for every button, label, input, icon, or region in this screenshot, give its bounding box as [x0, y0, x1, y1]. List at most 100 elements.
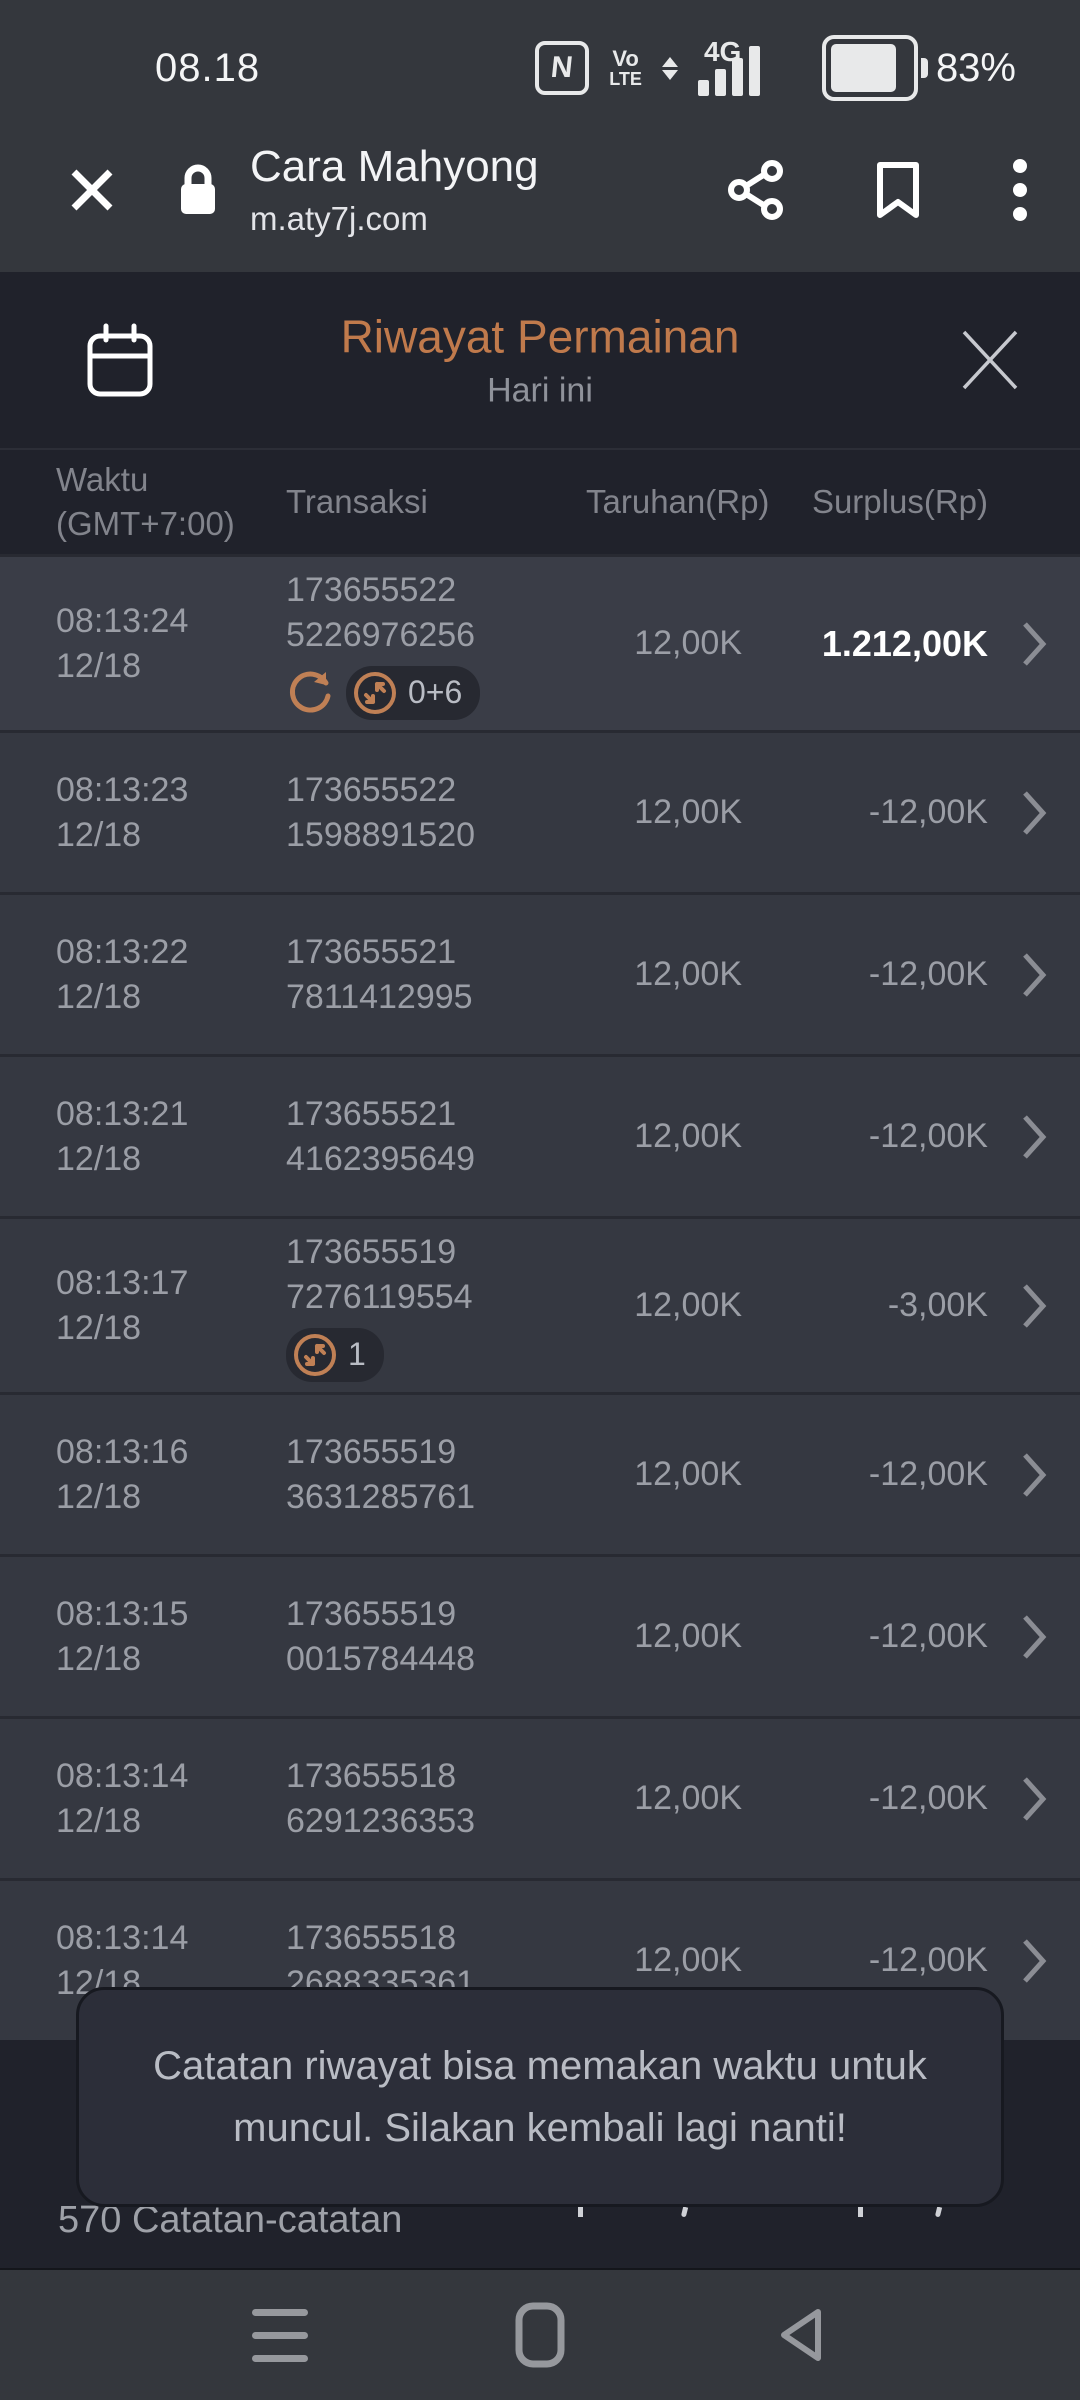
chevron-right-icon	[1023, 1776, 1047, 1821]
table-row[interactable]: 08:13:15 12/18 173655519 0015784448 12,00K…	[0, 1554, 1080, 1716]
free-games-badge: 0+6	[346, 665, 481, 720]
row-surplus: -12,00K	[868, 793, 988, 831]
secure-connection-button[interactable]	[176, 162, 220, 218]
modal-title: Riwayat Permainan	[340, 310, 740, 363]
signal-strength-icon: 4G	[697, 36, 802, 98]
column-header-surplus: Surplus(Rp)	[811, 483, 988, 520]
share-icon	[728, 160, 783, 220]
battery-percent: 83%	[935, 45, 1016, 90]
page-url: m.aty7j.com	[250, 200, 428, 237]
row-badges: 1	[286, 1327, 586, 1382]
row-detail-chevron[interactable]	[988, 1282, 1080, 1330]
recents-icon	[252, 2308, 308, 2362]
chevron-right-icon	[1023, 952, 1047, 997]
row-time: 08:13:15 12/18	[56, 1594, 189, 1678]
kebab-menu-icon	[1013, 159, 1027, 221]
row-detail-chevron[interactable]	[988, 789, 1080, 837]
row-detail-chevron[interactable]	[988, 1775, 1080, 1823]
chevron-right-icon	[1023, 1283, 1047, 1328]
data-activity-icon	[661, 56, 678, 80]
close-icon	[71, 169, 113, 211]
column-header-bet: Taruhan(Rp)	[586, 483, 770, 520]
clipped-text-fragment	[578, 2206, 583, 2217]
modal-subtitle: Hari ini	[487, 371, 593, 410]
clipped-text-fragment	[858, 2206, 863, 2217]
chevron-right-icon	[1023, 1938, 1047, 1983]
table-row[interactable]: 08:13:14 12/18 173655518 6291236353 12,00K…	[0, 1716, 1080, 1878]
chevron-right-icon	[1023, 1114, 1047, 1159]
row-surplus: 1.212,00K	[821, 622, 988, 664]
row-surplus: -12,00K	[868, 1617, 988, 1655]
history-modal-header: Riwayat Permainan Hari ini	[0, 272, 1080, 448]
row-time: 08:13:22 12/18	[56, 932, 189, 1016]
home-icon	[515, 2302, 565, 2368]
row-detail-chevron[interactable]	[988, 1613, 1080, 1661]
row-surplus: -12,00K	[868, 955, 988, 993]
table-row[interactable]: 08:13:24 12/18 173655522 5226976256 0+6 12…	[0, 554, 1080, 730]
table-row[interactable]: 08:13:22 12/18 173655521 7811412995 12,00K…	[0, 892, 1080, 1054]
recents-button[interactable]	[215, 2308, 345, 2362]
modal-close-button[interactable]	[958, 328, 1022, 392]
row-detail-chevron[interactable]	[988, 620, 1080, 668]
collect-icon	[294, 1333, 336, 1376]
lock-icon	[181, 164, 215, 214]
status-icons: N Vo LTE 4G 83%	[535, 35, 1016, 101]
column-header-transaction: Transaksi	[286, 483, 428, 520]
row-badges: 0+6	[286, 665, 586, 720]
modal-title-block: Riwayat Permainan Hari ini	[0, 310, 1080, 411]
toast-message: Catatan riwayat bisa memakan waktu untuk…	[76, 1987, 1004, 2207]
row-surplus: -12,00K	[868, 1779, 988, 1817]
clock: 08.18	[155, 45, 261, 90]
row-bet: 12,00K	[634, 1117, 742, 1155]
row-transaction: 173655519 3631285761	[286, 1432, 476, 1516]
badge-count: 0+6	[408, 674, 463, 710]
row-detail-chevron[interactable]	[988, 1937, 1080, 1985]
row-time: 08:13:17 12/18	[56, 1263, 189, 1347]
page-title: Cara Mahyong	[250, 142, 539, 191]
chevron-right-icon	[1023, 621, 1047, 666]
row-transaction: 173655518 6291236353	[286, 1756, 476, 1840]
badge-count: 1	[348, 1336, 366, 1372]
row-detail-chevron[interactable]	[988, 1451, 1080, 1499]
date-picker-button[interactable]	[82, 320, 158, 400]
back-button[interactable]	[735, 2306, 865, 2364]
collect-icon	[354, 671, 396, 714]
browser-toolbar: Cara Mahyong m.aty7j.com	[0, 108, 1080, 272]
home-button[interactable]	[475, 2302, 605, 2368]
row-bet: 12,00K	[634, 955, 742, 993]
row-bet: 12,00K	[634, 1617, 742, 1655]
calendar-icon	[87, 323, 153, 397]
browser-chrome: 08.18 N Vo LTE 4G 83%	[0, 0, 1080, 272]
row-detail-chevron[interactable]	[988, 1113, 1080, 1161]
free-games-badge: 1	[286, 1327, 384, 1382]
row-transaction: 173655522 1598891520	[286, 770, 476, 854]
clipped-text-fragment	[934, 2206, 943, 2218]
back-icon	[781, 2309, 821, 2361]
table-row[interactable]: 08:13:21 12/18 173655521 4162395649 12,00K…	[0, 1054, 1080, 1216]
nfc-icon: N	[535, 41, 590, 95]
row-transaction: 173655519 0015784448	[286, 1594, 476, 1678]
chevron-right-icon	[1023, 1452, 1047, 1497]
page-title-block[interactable]: Cara Mahyong m.aty7j.com	[250, 142, 539, 238]
row-transaction: 173655521 4162395649	[286, 1094, 476, 1178]
chevron-right-icon	[1023, 1614, 1047, 1659]
row-bet: 12,00K	[634, 1941, 742, 1979]
bookmark-button[interactable]	[872, 159, 924, 221]
android-nav-bar	[0, 2268, 1080, 2400]
bookmark-icon	[877, 162, 919, 218]
share-button[interactable]	[728, 160, 784, 220]
row-detail-chevron[interactable]	[988, 951, 1080, 999]
table-row[interactable]: 08:13:17 12/18 173655519 7276119554 1 12,0…	[0, 1216, 1080, 1392]
table-header: Waktu (GMT+7:00) Transaksi Taruhan(Rp) S…	[0, 448, 1080, 554]
browser-menu-button[interactable]	[1012, 158, 1028, 222]
table-row[interactable]: 08:13:16 12/18 173655519 3631285761 12,00K…	[0, 1392, 1080, 1554]
row-bet: 12,00K	[634, 1779, 742, 1817]
row-time: 08:13:21 12/18	[56, 1094, 189, 1178]
row-transaction: 173655522 5226976256 0+6	[286, 568, 586, 720]
clipped-text-fragment	[680, 2206, 689, 2218]
row-bet: 12,00K	[634, 793, 742, 831]
table-row[interactable]: 08:13:23 12/18 173655522 1598891520 12,00K…	[0, 730, 1080, 892]
row-surplus: -12,00K	[868, 1941, 988, 1979]
close-tab-button[interactable]	[66, 164, 118, 216]
row-transaction: 173655521 7811412995	[286, 932, 473, 1016]
